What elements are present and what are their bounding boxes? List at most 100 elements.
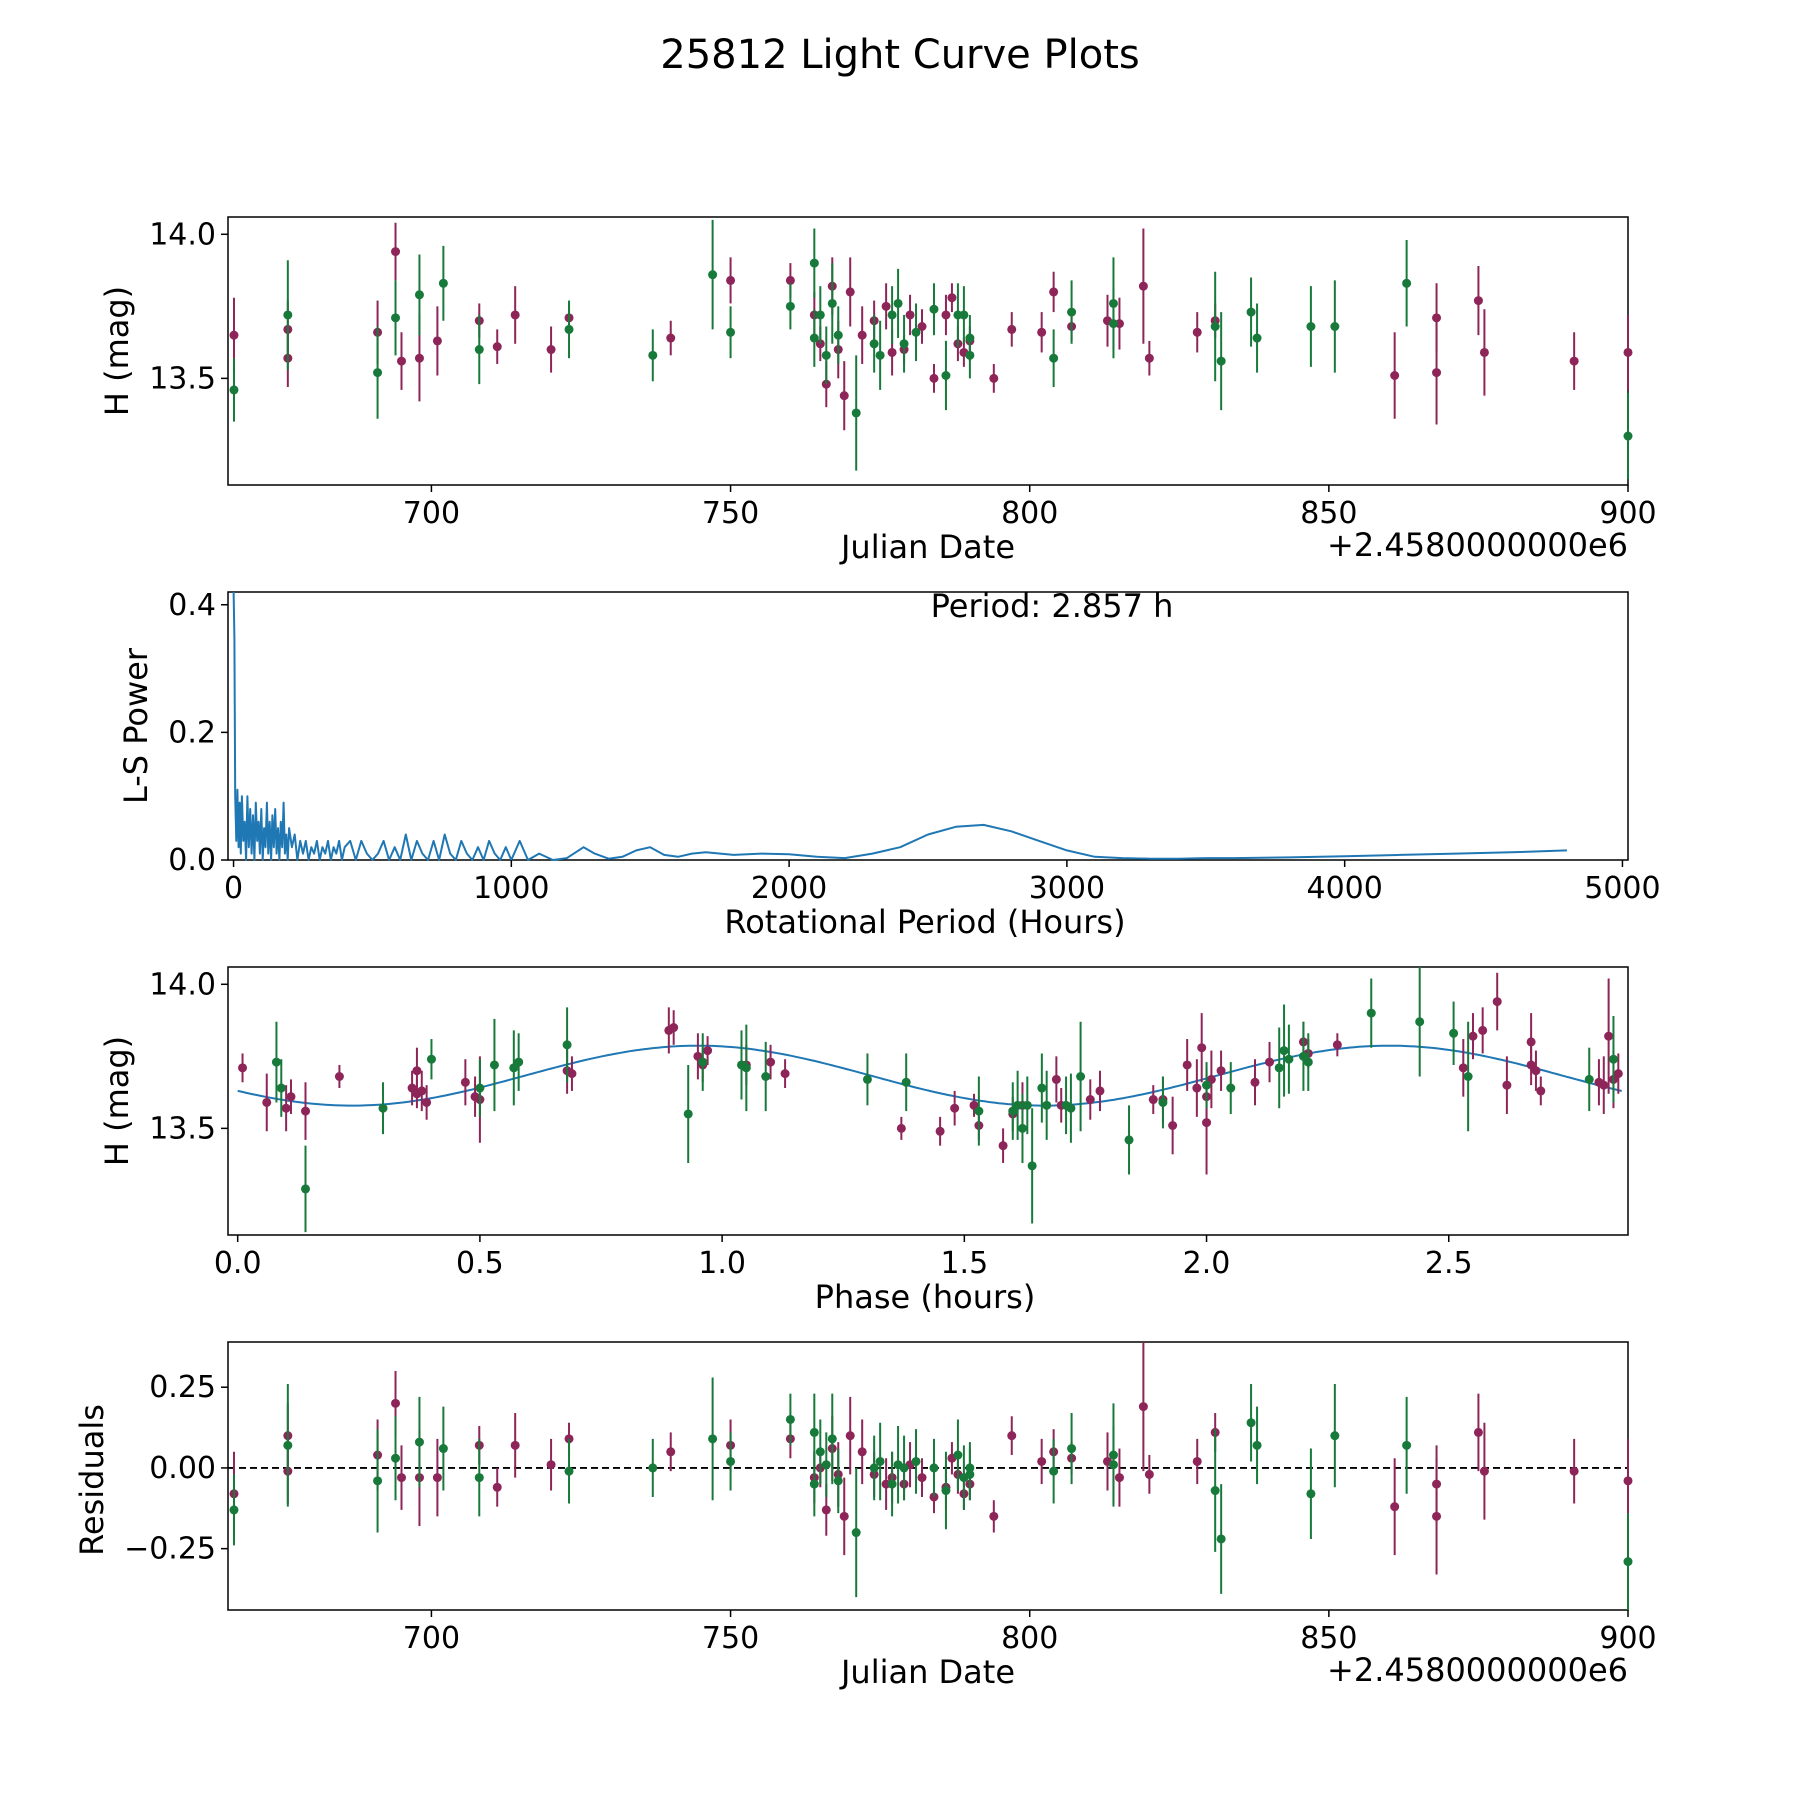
phased-curve-xtick-label: 1.0 [698,1246,746,1281]
filter-b-data-point [648,1463,658,1473]
filter-b-data-point [1330,1431,1340,1441]
light-curve-offset-text: +2.4580000000e6 [1327,526,1628,564]
filter-b-data-point [901,1077,911,1087]
filter-b-data-point [1108,1460,1118,1470]
filter-b-data-point [474,345,484,355]
filter-b-data-point [911,1456,921,1466]
residuals-ylabel: Residuals [73,1404,111,1556]
filter-b-data-point [809,1479,819,1489]
filter-a-data-point [950,1103,960,1113]
filter-b-data-point [785,301,795,311]
figure-title: 25812 Light Curve Plots [660,32,1139,78]
filter-b-data-point [708,1434,718,1444]
periodogram-ytick-label: 0.4 [168,588,216,623]
filter-b-data-point [438,278,448,288]
filter-b-data-point [1623,1557,1633,1567]
filter-b-data-point [1330,322,1340,332]
filter-b-data-point [911,327,921,337]
filter-a-data-point [397,356,407,366]
filter-a-data-point [1536,1086,1546,1096]
filter-a-data-point [845,287,855,297]
filter-a-data-point [1432,313,1442,323]
light-curve-panel: 700 750 800 850 900 13.5 14.0 Julian Date +2.… [98,216,1657,566]
residuals-ytick-label: −0.25 [124,1532,216,1567]
filter-a-data-point [1114,1473,1124,1483]
light-curve-xtick-label: 800 [1001,496,1058,531]
filter-b-data-point [698,1057,708,1067]
filter-b-data-point [426,1054,436,1064]
filter-a-data-point [1138,1402,1148,1412]
periodogram-xtick-label: 5000 [1584,871,1660,906]
filter-a-data-point [1265,1057,1275,1067]
filter-a-data-point [510,310,520,320]
filter-b-data-point [965,1469,975,1479]
filter-b-data-point [833,330,843,340]
filter-b-data-point [1252,333,1262,343]
filter-b-data-point [1306,1489,1316,1499]
filter-a-data-point [397,1473,407,1483]
filter-b-data-point [1049,353,1059,363]
filter-a-data-point [929,373,939,383]
filter-a-data-point [1432,368,1442,378]
filter-a-data-point [947,293,957,303]
residuals-points [228,1342,1633,1610]
filter-a-data-point [1458,1063,1468,1073]
filter-b-data-point [1463,1072,1473,1082]
filter-a-data-point [1138,281,1148,291]
phased-curve-panel: 0.0 0.5 1.0 1.5 2.0 2.5 13.5 14.0 Phase (hours… [98,966,1629,1316]
filter-a-data-point [1250,1077,1260,1087]
filter-b-data-point [941,1486,951,1496]
residuals-xtick-label: 700 [403,1621,460,1656]
filter-b-data-point [708,270,718,280]
periodogram-ytick-label: 0.2 [168,715,216,750]
filter-b-data-point [851,1528,861,1538]
filter-b-data-point [827,1434,837,1444]
filter-a-data-point [669,1023,679,1033]
filter-b-data-point [785,1414,795,1424]
filter-a-data-point [1037,327,1047,337]
light-curve-ytick-label: 14.0 [149,217,216,252]
filter-b-data-point [869,339,879,349]
filter-b-data-point [283,1440,293,1450]
phased-curve-ytick-label: 14.0 [149,967,216,1002]
periodogram-xtick-label: 4000 [1306,871,1382,906]
filter-b-data-point [893,298,903,308]
filter-b-data-point [1017,1123,1027,1133]
light-curve-ytick-label: 13.5 [149,361,216,396]
filter-b-data-point [414,290,424,300]
filter-b-data-point [869,1463,879,1473]
filter-a-data-point [917,1473,927,1483]
filter-b-data-point [741,1063,751,1073]
phased-curve-ylabel: H (mag) [98,1036,136,1166]
filter-b-data-point [1216,1534,1226,1544]
filter-a-data-point [1168,1120,1178,1130]
periodogram-xtick-label: 3000 [1029,871,1105,906]
filter-b-data-point [1013,1100,1023,1110]
filter-a-data-point [1332,1040,1342,1050]
periodogram-panel: 0 1000 2000 3000 4000 5000 0.0 0.2 0.4 Period: … [117,587,1661,941]
filter-b-data-point [1210,322,1220,332]
filter-a-data-point [1095,1086,1105,1096]
phased-curve-points [237,967,1623,1233]
filter-a-data-point [845,1431,855,1441]
period-annotation: Period: 2.857 h [931,587,1174,625]
light-curve-xlabel: Julian Date [839,528,1015,566]
filter-b-data-point [564,324,574,334]
filter-b-data-point [1027,1161,1037,1171]
residuals-xtick-label: 800 [1001,1621,1058,1656]
phased-curve-xtick-label: 2.5 [1425,1246,1473,1281]
filter-b-data-point [271,1057,281,1067]
filter-b-data-point [875,1456,885,1466]
filter-b-data-point [726,1456,736,1466]
filter-a-data-point [1473,296,1483,306]
filter-a-data-point [1085,1095,1095,1105]
filter-a-data-point [941,310,951,320]
filter-b-data-point [851,408,861,418]
filter-a-data-point [666,333,676,343]
filter-a-data-point [417,1086,427,1096]
filter-a-data-point [989,373,999,383]
filter-b-data-point [1252,1440,1262,1450]
filter-b-data-point [1108,319,1118,329]
filter-a-data-point [881,301,891,311]
residuals-ytick-label: 0.00 [149,1451,216,1486]
